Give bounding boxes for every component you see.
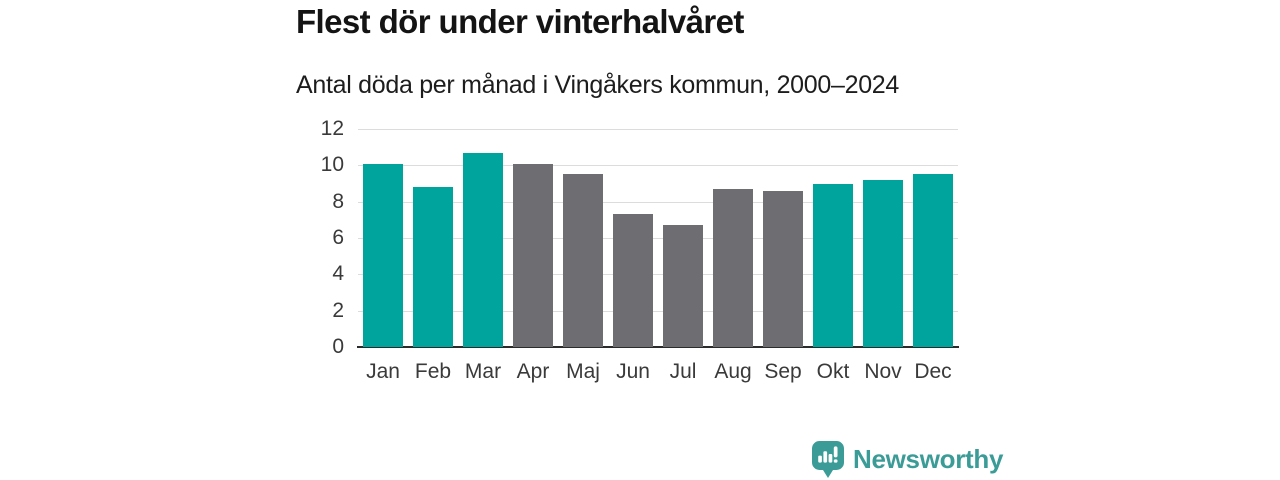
bar-Jan — [363, 163, 403, 347]
y-axis-tick-label-8: 8 — [332, 189, 344, 213]
chart-subtitle: Antal döda per månad i Vingåkers kommun,… — [296, 71, 900, 99]
gridline-y-8 — [358, 201, 958, 203]
bar-Nov — [863, 179, 903, 347]
x-axis-label-Jan: Jan — [366, 360, 400, 383]
bar-Okt — [813, 183, 853, 347]
y-axis-tick-label-10: 10 — [320, 153, 344, 177]
bar-Apr — [513, 163, 553, 347]
x-axis-label-Aug: Aug — [714, 360, 752, 383]
chart-title: Flest dör under vinterhalvåret — [296, 3, 744, 40]
x-axis-label-Jul: Jul — [669, 360, 697, 383]
gridline-y-4 — [358, 274, 958, 276]
y-axis-tick-label-2: 2 — [332, 298, 344, 322]
x-axis-label-Jun: Jun — [616, 360, 650, 383]
bar-Sep — [763, 190, 803, 347]
y-axis-tick-label-12: 12 — [320, 117, 344, 140]
gridline-y-12 — [358, 129, 958, 130]
y-axis-tick-label-0: 0 — [332, 335, 344, 358]
x-axis-line — [357, 345, 959, 348]
gridline-y-2 — [358, 310, 958, 312]
bar-Maj — [563, 174, 603, 347]
x-axis-label-Okt: Okt — [816, 360, 850, 383]
y-axis-tick-label-4: 4 — [332, 262, 344, 286]
y-axis-tick-label-6: 6 — [332, 226, 344, 249]
newsworthy-wordmark: Newsworthy — [853, 444, 1004, 474]
x-axis-label-Feb: Feb — [414, 360, 452, 383]
x-axis-label-Nov: Nov — [864, 360, 902, 383]
newsworthy-logo-icon — [812, 441, 844, 478]
bar-Aug — [713, 188, 753, 347]
bar-Mar — [463, 152, 503, 347]
x-axis-label-Mar: Mar — [464, 360, 502, 383]
x-axis-label-Apr: Apr — [516, 360, 550, 383]
bar-Dec — [913, 174, 953, 347]
bar-Jun — [613, 214, 653, 347]
gridline-y-6 — [358, 238, 958, 239]
bar-Feb — [413, 187, 453, 347]
x-axis-label-Sep: Sep — [764, 360, 802, 383]
x-axis-label-Dec: Dec — [914, 360, 952, 383]
bar-chart-plot-area: 0 2 4 6 8 10 12 Jan Feb Mar Apr Maj Jun Jul Aug Sep Okt N… — [321, 117, 959, 383]
gridline-y-10 — [358, 165, 958, 167]
bar-Jul — [663, 225, 703, 347]
newsworthy-logo: Newsworthy — [811, 440, 1003, 479]
x-axis-label-Maj: Maj — [566, 360, 600, 383]
